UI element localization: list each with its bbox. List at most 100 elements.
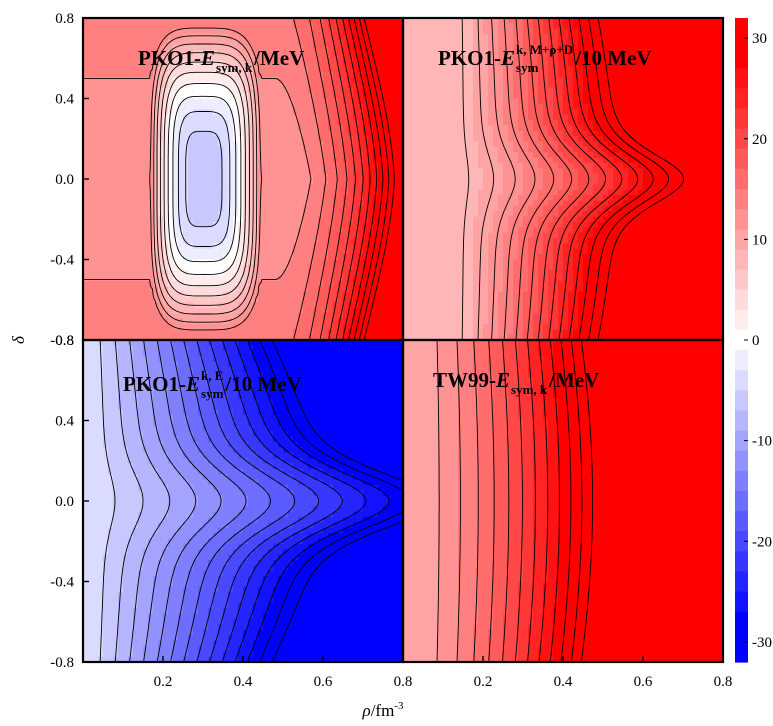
heat-cell	[533, 39, 539, 46]
heat-cell	[238, 297, 244, 304]
heat-cell	[418, 18, 424, 24]
heat-cell	[273, 125, 279, 132]
heat-cell	[343, 313, 349, 320]
heat-cell	[358, 232, 364, 239]
heat-cell	[503, 66, 509, 73]
heat-cell	[108, 71, 114, 78]
heat-cell	[353, 173, 359, 180]
heat-cell	[688, 44, 694, 51]
heat-cell	[153, 146, 159, 153]
heat-cell	[703, 60, 709, 67]
heat-cell	[223, 162, 229, 169]
heat-cell	[603, 82, 609, 89]
heat-cell	[153, 77, 159, 83]
heat-cell	[193, 286, 199, 293]
heat-cell	[613, 77, 619, 83]
heat-cell	[118, 221, 124, 228]
heat-cell	[223, 302, 229, 309]
heat-cell	[263, 114, 269, 121]
heat-cell	[313, 313, 319, 320]
heat-cell	[93, 280, 99, 287]
heat-cell	[688, 71, 694, 78]
heat-cell	[638, 55, 644, 62]
heat-cell	[628, 71, 634, 78]
heat-cell	[318, 270, 324, 277]
heat-cell	[218, 23, 224, 30]
heat-cell	[128, 184, 134, 191]
heat-cell	[308, 232, 314, 239]
heat-cell	[108, 50, 114, 57]
heat-cell	[338, 280, 344, 287]
heat-cell	[688, 77, 694, 83]
heat-cell	[683, 66, 689, 73]
heat-cell	[503, 55, 509, 62]
heat-cell	[143, 179, 149, 185]
heat-cell	[298, 280, 304, 287]
heat-cell	[143, 136, 149, 143]
heat-cell	[108, 66, 114, 73]
heat-cell	[698, 71, 704, 78]
heat-cell	[308, 34, 314, 41]
heat-cell	[128, 109, 134, 116]
heat-cell	[398, 189, 404, 196]
heat-cell	[93, 60, 99, 67]
heat-cell	[383, 334, 389, 341]
heat-cell	[373, 307, 379, 314]
heat-cell	[278, 232, 284, 239]
heat-cell	[173, 60, 179, 67]
heat-cell	[398, 227, 404, 234]
heat-cell	[353, 216, 359, 223]
heat-cell	[348, 179, 354, 185]
heat-cell	[143, 313, 149, 320]
heat-cell	[143, 18, 149, 24]
heat-cell	[678, 55, 684, 62]
heat-cell	[618, 87, 624, 94]
heat-cell	[543, 55, 549, 62]
heat-cell	[333, 136, 339, 143]
heat-cell	[378, 216, 384, 223]
heat-cell	[373, 221, 379, 228]
heat-cell	[168, 179, 174, 185]
heat-cell	[358, 157, 364, 164]
heat-cell	[333, 87, 339, 94]
heat-cell	[523, 77, 529, 83]
heat-cell	[123, 119, 129, 126]
heat-cell	[208, 98, 214, 105]
heat-cell	[93, 93, 99, 100]
heat-cell	[513, 55, 519, 62]
heat-cell	[253, 130, 259, 137]
heat-cell	[603, 23, 609, 30]
heat-cell	[143, 227, 149, 234]
heat-cell	[548, 18, 554, 24]
heat-cell	[168, 141, 174, 148]
heat-cell	[483, 82, 489, 89]
heat-cell	[223, 280, 229, 287]
heat-cell	[708, 71, 714, 78]
heat-cell	[698, 87, 704, 94]
heat-cell	[588, 103, 594, 110]
heat-cell	[488, 103, 494, 110]
heat-cell	[113, 18, 119, 24]
heat-cell	[298, 270, 304, 277]
heat-cell	[218, 34, 224, 41]
heat-cell	[323, 60, 329, 67]
heat-cell	[718, 18, 724, 24]
heat-cell	[83, 114, 89, 121]
heat-cell	[173, 259, 179, 266]
heat-cell	[108, 264, 114, 271]
heat-cell	[323, 302, 329, 309]
heat-cell	[218, 71, 224, 78]
heat-cell	[268, 125, 274, 132]
heat-cell	[378, 109, 384, 116]
heat-cell	[153, 318, 159, 325]
heat-cell	[398, 18, 404, 24]
heat-cell	[108, 55, 114, 62]
heat-cell	[198, 44, 204, 51]
heat-cell	[318, 82, 324, 89]
heat-cell	[203, 34, 209, 41]
heat-cell	[388, 23, 394, 30]
heat-cell	[428, 50, 434, 57]
heat-cell	[113, 227, 119, 234]
heat-cell	[283, 254, 289, 261]
heat-cell	[393, 248, 399, 255]
